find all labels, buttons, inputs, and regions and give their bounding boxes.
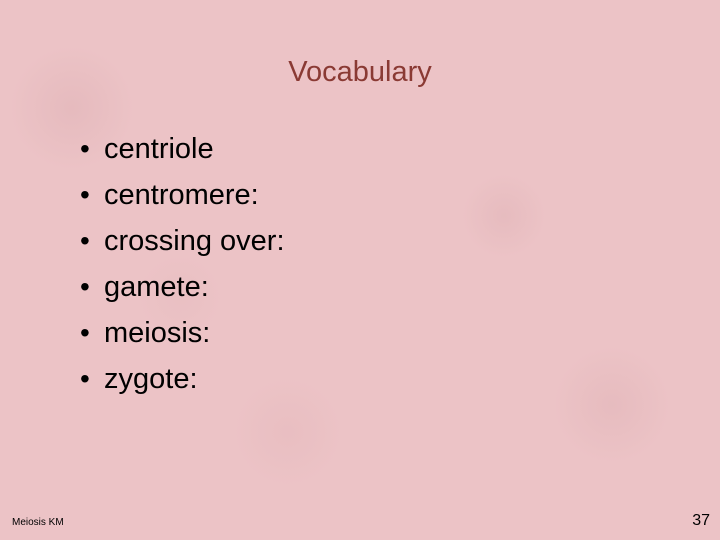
term-text: gamete: (104, 273, 209, 302)
bullet-icon: • (80, 227, 104, 255)
term-text: meiosis: (104, 319, 210, 348)
bullet-icon: • (80, 365, 104, 393)
list-item: • gamete: (80, 273, 285, 302)
list-item: • crossing over: (80, 227, 285, 256)
list-item: • centriole (80, 135, 285, 164)
bullet-icon: • (80, 319, 104, 347)
vocab-list: • centriole • centromere: • crossing ove… (80, 135, 285, 411)
bullet-icon: • (80, 273, 104, 301)
bullet-icon: • (80, 135, 104, 163)
term-text: zygote: (104, 365, 198, 394)
page-number: 37 (692, 512, 710, 530)
list-item: • zygote: (80, 365, 285, 394)
term-text: centromere: (104, 181, 259, 210)
term-text: crossing over: (104, 227, 285, 256)
footer-left: Meiosis KM (12, 517, 64, 528)
list-item: • meiosis: (80, 319, 285, 348)
list-item: • centromere: (80, 181, 285, 210)
bullet-icon: • (80, 181, 104, 209)
slide-title: Vocabulary (0, 56, 720, 89)
term-text: centriole (104, 135, 214, 164)
